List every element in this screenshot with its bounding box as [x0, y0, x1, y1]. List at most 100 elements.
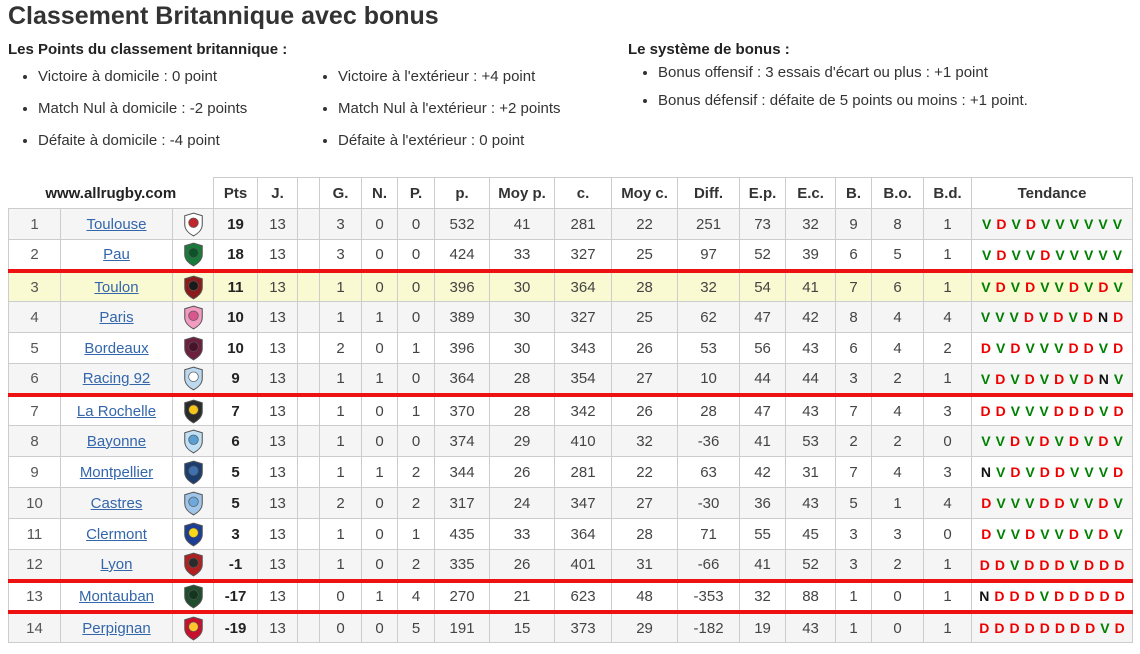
result-letter: V [1039, 309, 1049, 326]
pts-cell: -19 [213, 609, 259, 644]
g-cell: 1 [319, 301, 363, 334]
result-letter: D [1009, 433, 1021, 450]
rules-section: Les Points du classement britannique : V… [8, 39, 1140, 163]
team-logo-icon [171, 268, 215, 303]
result-letter: V [1084, 495, 1094, 512]
result-letter: D [1084, 403, 1095, 419]
moy_c-cell: 22 [611, 456, 679, 489]
spacer-cell [297, 301, 321, 334]
team-logo-icon [171, 363, 215, 396]
g-cell: 0 [319, 578, 363, 613]
team-link[interactable]: Lyon [100, 556, 133, 573]
team-link[interactable]: Pau [103, 246, 130, 263]
n-cell: 1 [361, 301, 399, 334]
team-link[interactable]: Clermont [86, 525, 147, 543]
ec-cell: 43 [785, 487, 837, 520]
team-cell: Montauban [60, 578, 173, 613]
result-letter: D [1039, 495, 1050, 512]
result-letter: V [1010, 370, 1020, 387]
team-link[interactable]: Bayonne [86, 432, 147, 450]
team-cell: Pau [60, 239, 173, 272]
table-row: 3 Toulon 11 13 1 0 0 396 30 364 28 32 54 41 7 6 1 V D V D V V D… [8, 268, 1134, 303]
b-cell: 6 [835, 239, 873, 272]
p-cell: 0 [397, 363, 436, 396]
bonus-rules-heading: Le système de bonus : [628, 41, 790, 58]
column-header: c. [554, 177, 613, 210]
pa-cell: 410 [554, 425, 613, 458]
spacer-cell [297, 456, 321, 489]
team-logo-icon [171, 425, 215, 458]
table-row: 14 Perpignan -19 13 0 0 5 191 15 373 29 -182 19 43 1 0 1… [8, 609, 1134, 644]
g-cell: 1 [319, 549, 363, 582]
diff-cell: 71 [677, 518, 741, 551]
column-header: B.d. [923, 177, 973, 210]
ec-cell: 39 [785, 239, 837, 272]
result-letter: V [1055, 246, 1065, 263]
result-letter: D [981, 526, 992, 543]
bo-cell: 1 [871, 487, 925, 520]
result-letter: D [1098, 526, 1109, 543]
result-letter: V [1009, 556, 1020, 573]
page-title: Classement Britannique avec bonus [8, 2, 439, 30]
result-letter: V [1068, 309, 1078, 326]
team-link[interactable]: Castres [90, 494, 143, 512]
team-link[interactable]: Montpellier [79, 463, 154, 481]
pa-cell: 281 [554, 456, 613, 489]
b-cell: 9 [835, 208, 873, 241]
n-cell: 1 [361, 363, 399, 396]
team-link[interactable]: Toulouse [86, 215, 147, 233]
result-letter: D [981, 495, 992, 512]
rule-item: Match Nul à l'extérieur : +2 points [338, 100, 608, 119]
result-letter: D [1068, 526, 1079, 543]
moy_p-cell: 29 [489, 425, 556, 458]
team-link[interactable]: Racing 92 [82, 370, 151, 387]
result-letter: V [1070, 464, 1080, 481]
pts-cell: 11 [213, 268, 259, 303]
result-letter: D [1039, 620, 1050, 636]
team-link[interactable]: La Rochelle [76, 402, 157, 420]
g-cell: 1 [319, 518, 363, 551]
p-cell: 5 [397, 609, 436, 644]
p-cell: 1 [397, 518, 436, 551]
pts-cell: -1 [213, 549, 259, 582]
team-logo-icon [171, 578, 215, 613]
result-letter: D [1068, 433, 1079, 450]
team-link[interactable]: Toulon [94, 278, 139, 296]
diff-cell: -182 [677, 609, 741, 644]
result-letter: D [1024, 556, 1035, 573]
result-letter: D [1054, 370, 1065, 387]
result-letter: D [1025, 216, 1036, 233]
moy_p-cell: 33 [489, 518, 556, 551]
team-link[interactable]: Paris [99, 308, 134, 326]
result-letter: D [979, 620, 990, 636]
result-letter: V [1098, 216, 1108, 233]
pf-cell: 344 [434, 456, 491, 489]
table-row: 10 Castres 5 13 2 0 2 317 24 347 27 -30 36 43 5 1 4 D V V V D… [8, 487, 1134, 520]
moy_p-cell: 30 [489, 332, 556, 365]
rank-cell: 10 [8, 487, 61, 520]
team-link[interactable]: Bordeaux [84, 339, 149, 357]
moy_c-cell: 31 [611, 549, 679, 582]
column-header: P. [397, 177, 436, 210]
result-letter: V [1112, 246, 1123, 263]
ec-cell: 53 [785, 425, 837, 458]
result-letter: V [1069, 246, 1079, 263]
p-cell: 0 [397, 208, 436, 241]
bd-cell: 1 [923, 268, 973, 303]
result-letter: V [1098, 340, 1109, 357]
ep-cell: 52 [739, 239, 787, 272]
moy_c-cell: 28 [611, 518, 679, 551]
pts-cell: 5 [213, 456, 259, 489]
diff-cell: 53 [677, 332, 741, 365]
result-letter: V [1025, 340, 1035, 357]
pa-cell: 401 [554, 549, 613, 582]
team-link[interactable]: Perpignan [82, 619, 151, 637]
team-link[interactable]: Montauban [78, 587, 155, 605]
g-cell: 3 [319, 239, 363, 272]
g-cell: 1 [319, 425, 363, 458]
team-cell: Paris [60, 301, 173, 334]
result-letter: D [1068, 340, 1079, 357]
